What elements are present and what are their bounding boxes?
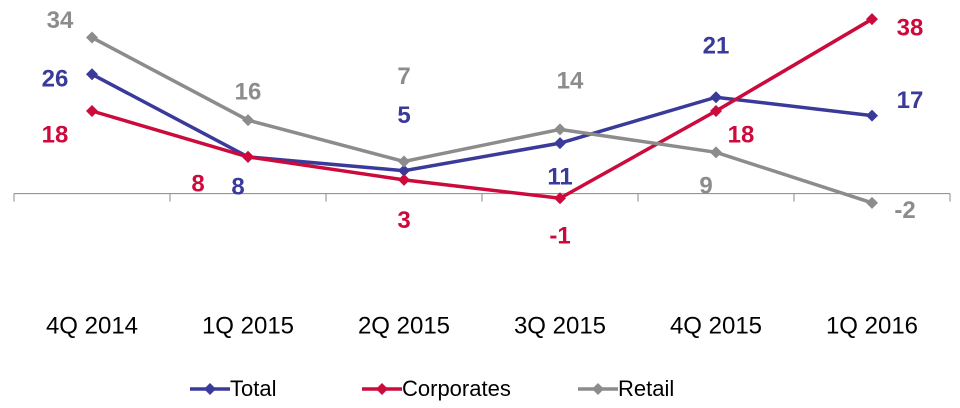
data-label: 38 [897, 15, 924, 42]
x-tick-label: 2Q 2015 [358, 312, 450, 339]
marker [86, 68, 98, 81]
data-label: 8 [231, 173, 244, 200]
marker [86, 105, 98, 117]
data-label: 26 [42, 66, 69, 93]
series-line [91, 35, 873, 205]
data-label: 18 [728, 121, 755, 148]
data-label: 21 [703, 33, 730, 60]
legend-marker [592, 383, 604, 395]
data-label: 17 [897, 87, 924, 114]
marker [398, 173, 410, 186]
series-line [91, 17, 873, 201]
legend-marker [376, 383, 388, 395]
data-label: 16 [235, 79, 262, 106]
data-label: 7 [397, 63, 410, 90]
marker [242, 150, 254, 163]
legend-label: Corporates [402, 376, 511, 401]
marker [554, 123, 566, 136]
marker [866, 109, 878, 122]
data-label: 34 [47, 7, 74, 34]
x-tick-label: 3Q 2015 [514, 312, 606, 339]
legend-label: Total [230, 376, 276, 401]
x-tick-label: 4Q 2015 [670, 312, 762, 339]
data-label: 11 [547, 163, 572, 190]
data-label: 8 [191, 170, 204, 197]
x-tick-label: 1Q 2016 [826, 312, 918, 339]
data-label: -2 [894, 197, 915, 224]
data-label: 5 [397, 102, 410, 129]
marker [86, 31, 98, 44]
data-label: 3 [397, 207, 410, 234]
marker [242, 114, 254, 127]
marker [398, 164, 410, 177]
legend-marker [204, 383, 216, 395]
marker [554, 137, 566, 150]
series-line [91, 72, 873, 173]
data-label: 9 [699, 173, 712, 200]
legend-label: Retail [618, 376, 674, 401]
data-label: 14 [557, 68, 584, 95]
marker [710, 105, 722, 117]
marker [866, 196, 878, 209]
marker [398, 155, 410, 168]
data-label: 18 [42, 121, 69, 148]
marker [710, 91, 722, 104]
marker [866, 13, 878, 26]
data-label: -1 [549, 223, 570, 250]
x-tick-label: 4Q 2014 [46, 312, 138, 339]
x-tick-label: 1Q 2015 [202, 312, 294, 339]
marker [710, 146, 722, 159]
marker [554, 192, 566, 205]
